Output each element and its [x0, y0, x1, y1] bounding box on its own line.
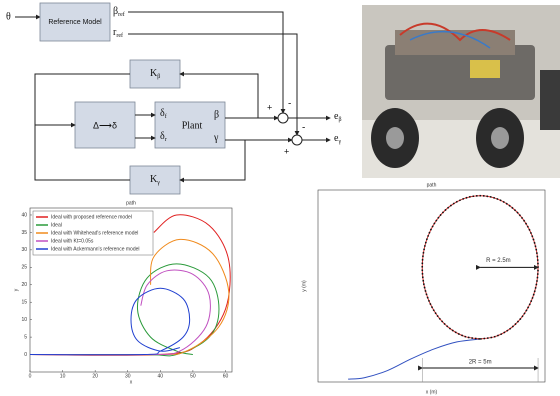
y-tick-label: 40	[21, 212, 27, 218]
plot-area	[318, 190, 545, 382]
y-tick-label: 20	[21, 282, 27, 288]
sub: β	[338, 117, 341, 123]
y-tick-label: 5	[24, 334, 27, 340]
gamma-label: γ	[213, 132, 219, 143]
chart-title: path	[427, 182, 437, 188]
sub: γ	[337, 139, 341, 145]
beta-ref-label: βref	[113, 6, 125, 18]
e-beta-label: eβ	[334, 111, 342, 123]
sub: ref	[116, 32, 123, 39]
y-tick-label: 0	[24, 352, 27, 358]
x-tick-label: 0	[29, 373, 32, 379]
plant-label: Plant	[182, 120, 203, 131]
reference-model-label: Reference Model	[48, 19, 102, 26]
board	[470, 60, 500, 78]
hub	[386, 127, 404, 149]
plus-sign: +	[284, 146, 289, 156]
x-tick-label: 50	[190, 373, 196, 379]
y-tick-label: 35	[21, 230, 27, 236]
gamma-ref-label: rref	[113, 27, 123, 39]
y-tick-label: 30	[21, 247, 27, 253]
x-tick-label: 10	[60, 373, 66, 379]
e-gamma-label: eγ	[334, 133, 341, 145]
legend-label: Ideal	[51, 222, 62, 228]
y-axis-label: y	[13, 288, 19, 291]
sub: f	[165, 113, 167, 120]
hub	[491, 127, 509, 149]
legend-label: Ideal with Whitehead's reference model	[51, 230, 138, 236]
block-diagram: θ Reference Model βref rref Kβ Kγ Δ⟶δ Pl…	[6, 3, 342, 194]
sub: ref	[118, 11, 125, 18]
x-tick-label: 60	[223, 373, 229, 379]
x-tick-label: 40	[158, 373, 164, 379]
figure: θ Reference Model βref rref Kβ Kγ Δ⟶δ Pl…	[0, 0, 560, 396]
y-axis-label: y (m)	[301, 280, 307, 292]
legend-label: Ideal with Ackermann's reference model	[51, 246, 140, 252]
sum-junction	[292, 135, 302, 145]
y-tick-label: 15	[21, 300, 27, 306]
legend-label: Ideal with Kt=0.05s	[51, 238, 94, 244]
legend-label: Ideal with proposed reference model	[51, 214, 132, 220]
input-label: θ	[6, 11, 11, 22]
x-axis-label: x (m)	[426, 389, 438, 395]
x-axis-label: x	[130, 379, 133, 385]
vehicle-photo	[362, 5, 560, 178]
minus-sign: -	[302, 123, 305, 134]
sub: γ	[156, 180, 160, 186]
mapping-label: Δ⟶δ	[93, 120, 117, 130]
chart-title: path	[126, 200, 136, 206]
plus-sign: +	[267, 102, 272, 112]
beta-label: β	[214, 109, 219, 120]
x-tick-label: 20	[92, 373, 98, 379]
wheel	[540, 70, 560, 130]
sub: r	[165, 137, 167, 143]
sum-junction	[278, 113, 288, 123]
y-tick-label: 10	[21, 317, 27, 323]
chart: path x y 0 10 20 30 40 50 60 0 5 10 15 20 25 30 35 40 Ideal…	[13, 200, 232, 385]
chart: path x (m) y (m) R = 2.5m 2R = 5m	[301, 182, 545, 395]
x-tick-label: 30	[125, 373, 131, 379]
sub: β	[157, 74, 160, 80]
minus-sign: -	[288, 99, 291, 110]
annotation: R = 2.5m	[486, 258, 511, 264]
annotation: 2R = 5m	[469, 360, 492, 366]
y-tick-label: 25	[21, 265, 27, 271]
